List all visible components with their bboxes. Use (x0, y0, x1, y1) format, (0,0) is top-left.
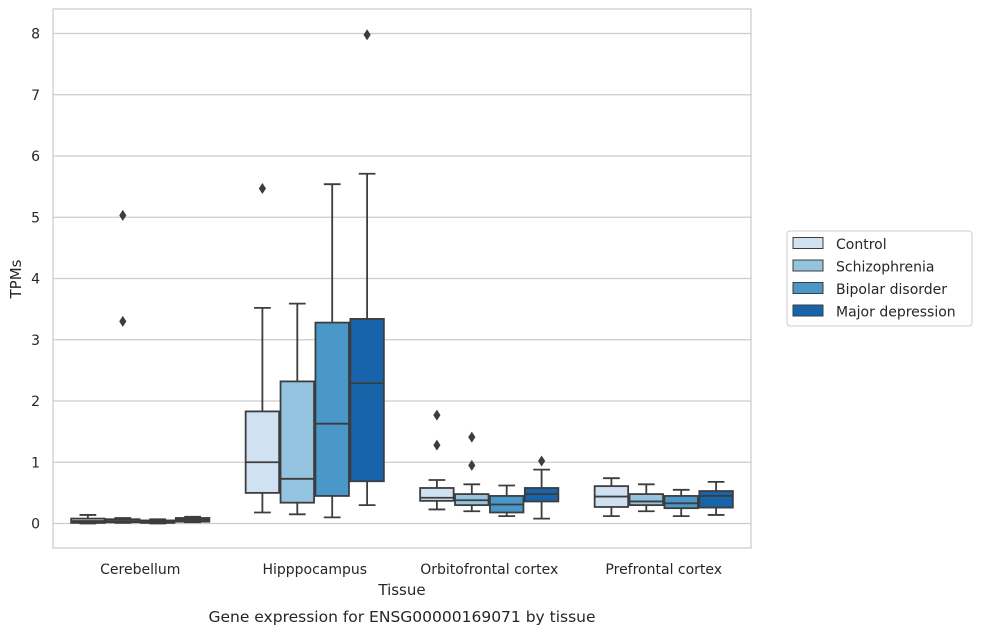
y-tick-label: 7 (31, 88, 40, 104)
legend: Control Schizophrenia Bipolar disorder Majo… (786, 230, 973, 327)
legend-swatch (792, 282, 824, 294)
x-tick-label: Orbitofrontal cortex (420, 562, 558, 578)
outlier-point (433, 409, 441, 421)
y-tick-label: 4 (31, 272, 40, 288)
box-2-1 (454, 431, 490, 513)
x-tick-label: Prefrontal cortex (605, 562, 722, 578)
legend-label: Bipolar disorder (836, 282, 947, 298)
box-1-3 (349, 29, 385, 507)
box-2-0 (419, 409, 455, 511)
outlier-point (363, 29, 371, 41)
box-iqr (349, 318, 385, 483)
chart-caption: Gene expression for ENSG00000169071 by t… (208, 608, 595, 626)
box-iqr (419, 487, 455, 502)
box-iqr (663, 495, 699, 510)
x-tick-label: Hipppocampus (262, 562, 367, 578)
box-0-1 (105, 209, 141, 524)
x-axis-label: Tissue (377, 581, 425, 599)
y-tick-label: 5 (31, 210, 40, 226)
legend-label: Schizophrenia (836, 260, 934, 276)
y-tick-label: 1 (31, 455, 40, 471)
box-iqr (244, 410, 281, 494)
box-groups (70, 29, 734, 525)
outlier-point (468, 459, 476, 471)
box-1-1 (279, 302, 315, 516)
box-0-2 (140, 518, 176, 525)
gridlines (53, 32, 751, 525)
legend-frame (786, 230, 973, 327)
y-tick-label: 0 (31, 517, 40, 533)
box-2-3 (523, 455, 560, 520)
box-iqr (698, 490, 734, 509)
y-tick-labels: 0 1 2 3 4 5 6 7 8 (31, 27, 40, 533)
y-axis-label: TPMs (7, 259, 25, 299)
outlier-point (258, 182, 266, 194)
box-3-3 (698, 480, 734, 516)
legend-swatch (792, 304, 824, 317)
outlier-point (538, 455, 546, 467)
x-tick-label: Cerebellum (100, 562, 180, 578)
y-tick-label: 2 (31, 394, 40, 410)
legend-label: Major depression (836, 305, 956, 321)
outlier-point (119, 209, 127, 221)
x-tick-labels: Cerebellum Hipppocampus Orbitofrontal cort… (100, 562, 722, 578)
box-3-1 (628, 483, 664, 513)
box-0-3 (174, 515, 211, 524)
box-1-0 (244, 182, 281, 514)
box-0-0 (70, 514, 106, 525)
box-iqr (279, 380, 315, 504)
box-1-2 (314, 183, 350, 519)
box-3-0 (593, 477, 630, 518)
legend-swatch (792, 237, 824, 249)
y-tick-label: 3 (31, 333, 40, 349)
outlier-point (119, 315, 127, 327)
plot-area-frame (52, 8, 752, 549)
outlier-point (468, 431, 476, 443)
box-3-2 (663, 488, 699, 518)
y-tick-label: 6 (31, 149, 40, 165)
y-tick-label: 8 (31, 27, 40, 43)
legend-swatch (792, 259, 824, 272)
box-iqr (314, 321, 350, 497)
box-2-2 (489, 484, 525, 518)
legend-label: Control (836, 237, 887, 253)
outlier-point (433, 439, 441, 451)
box-iqr (628, 493, 664, 507)
